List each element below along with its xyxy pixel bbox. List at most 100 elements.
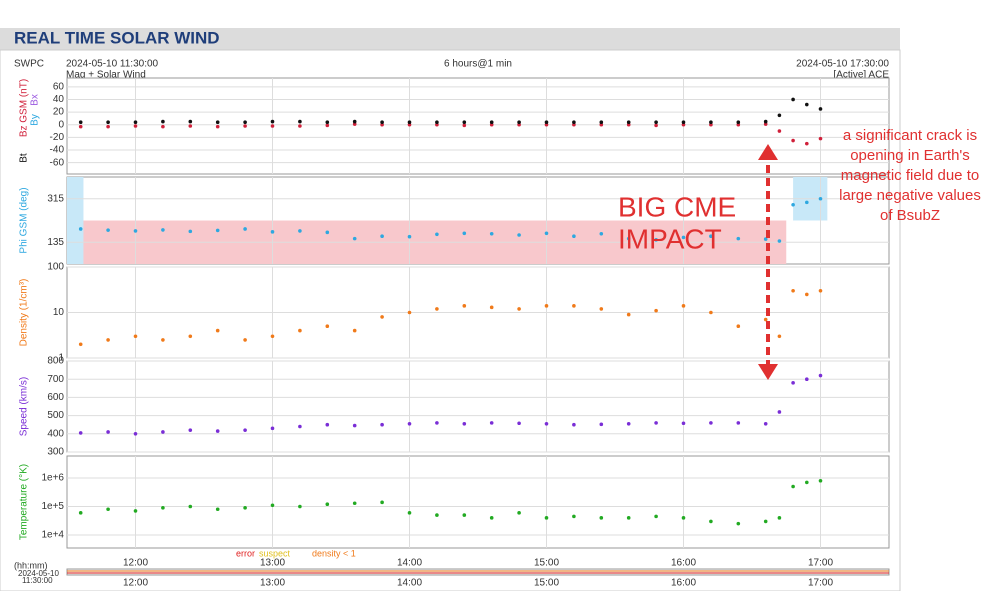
data-point xyxy=(572,514,576,519)
span: 6 hours@1 min xyxy=(444,59,512,70)
y-tick-label: 1e+5 xyxy=(41,501,64,512)
data-point xyxy=(818,196,823,201)
data-point xyxy=(243,505,247,510)
data-point xyxy=(709,310,713,315)
data-point xyxy=(325,120,330,125)
y-tick-label: 600 xyxy=(47,392,64,403)
data-point xyxy=(736,324,741,328)
data-point xyxy=(805,200,809,205)
y-tick-label: 700 xyxy=(47,374,64,385)
data-point xyxy=(352,119,357,124)
data-point xyxy=(763,122,768,126)
data-point xyxy=(626,236,631,241)
x-tick-label: 17:00 xyxy=(808,558,833,569)
data-point xyxy=(654,421,658,425)
y-axis-label: Bt xyxy=(19,153,30,163)
y-tick-label: 60 xyxy=(53,81,65,92)
data-point xyxy=(517,122,521,127)
time-unit: (hh:mm) xyxy=(14,560,48,570)
data-point xyxy=(517,421,521,426)
y-tick-label: 10 xyxy=(53,307,65,318)
data-point xyxy=(763,519,768,524)
x-tick-label: 12:00 xyxy=(123,578,148,589)
data-point xyxy=(681,122,686,127)
data-point xyxy=(599,231,604,236)
data-point xyxy=(161,228,165,232)
data-point xyxy=(626,122,631,127)
data-point xyxy=(352,122,357,126)
data-point xyxy=(298,124,302,128)
data-point xyxy=(298,424,302,429)
data-point xyxy=(709,421,713,425)
data-point xyxy=(407,234,412,239)
note-label: large negative values xyxy=(839,187,981,204)
y-tick-label: -40 xyxy=(50,145,65,156)
data-point xyxy=(544,122,549,127)
data-point xyxy=(544,231,549,236)
data-point xyxy=(572,122,576,127)
flag-legend: error xyxy=(236,548,255,558)
data-point xyxy=(805,141,809,146)
data-point xyxy=(489,120,494,125)
data-point xyxy=(763,421,768,426)
data-point xyxy=(572,422,576,427)
y-tick-label: -20 xyxy=(50,132,65,143)
data-point xyxy=(380,122,384,127)
timeline-bar xyxy=(66,568,890,576)
data-point xyxy=(763,237,768,241)
y-tick-label: 1e+4 xyxy=(41,530,64,541)
data-point xyxy=(736,421,741,425)
subtitle: Mag + Solar Wind xyxy=(66,70,146,81)
data-point xyxy=(462,421,467,426)
data-point xyxy=(736,236,741,241)
data-point xyxy=(544,304,549,308)
y-tick-label: 1 xyxy=(58,353,64,364)
x-tick-label: 15:00 xyxy=(534,558,559,569)
data-point xyxy=(805,377,809,382)
y-tick-label: 400 xyxy=(47,428,64,439)
data-point xyxy=(517,120,521,125)
data-point xyxy=(352,501,357,506)
data-point xyxy=(243,120,247,125)
data-point xyxy=(489,231,494,236)
data-point xyxy=(462,231,467,236)
data-point xyxy=(215,228,220,233)
data-point xyxy=(352,236,357,241)
y-tick-label: 40 xyxy=(53,94,65,105)
data-point xyxy=(435,122,439,127)
data-point xyxy=(215,328,220,333)
data-point xyxy=(78,227,83,231)
data-point xyxy=(106,124,110,129)
x-tick-label: 13:00 xyxy=(260,578,285,589)
data-point xyxy=(161,505,165,510)
data-point xyxy=(188,119,193,124)
data-point xyxy=(818,478,823,483)
y-axis-label: Bx xyxy=(30,94,41,106)
note-label: of BsubZ xyxy=(880,207,940,224)
data-point xyxy=(243,124,247,128)
data-point xyxy=(188,334,193,339)
data-point xyxy=(777,129,782,133)
y-tick-label: -60 xyxy=(50,157,65,168)
flag-legend: density < 1 xyxy=(312,548,356,558)
source: SWPC xyxy=(14,59,44,70)
data-point xyxy=(818,107,823,111)
data-point xyxy=(736,122,741,127)
data-point xyxy=(298,119,302,124)
data-point xyxy=(188,124,193,128)
data-point xyxy=(407,122,412,127)
data-point xyxy=(106,430,110,434)
data-point xyxy=(133,509,138,513)
data-point xyxy=(462,120,467,125)
data-point xyxy=(818,373,823,378)
data-point xyxy=(325,422,330,427)
data-point xyxy=(161,430,165,434)
x-tick-label: 13:00 xyxy=(260,558,285,569)
data-point xyxy=(188,229,193,234)
data-point xyxy=(777,516,782,520)
y-tick-label: 300 xyxy=(47,447,64,458)
x-tick-label: 16:00 xyxy=(671,578,696,589)
x-tick-label: 16:00 xyxy=(671,558,696,569)
data-point xyxy=(626,516,631,520)
